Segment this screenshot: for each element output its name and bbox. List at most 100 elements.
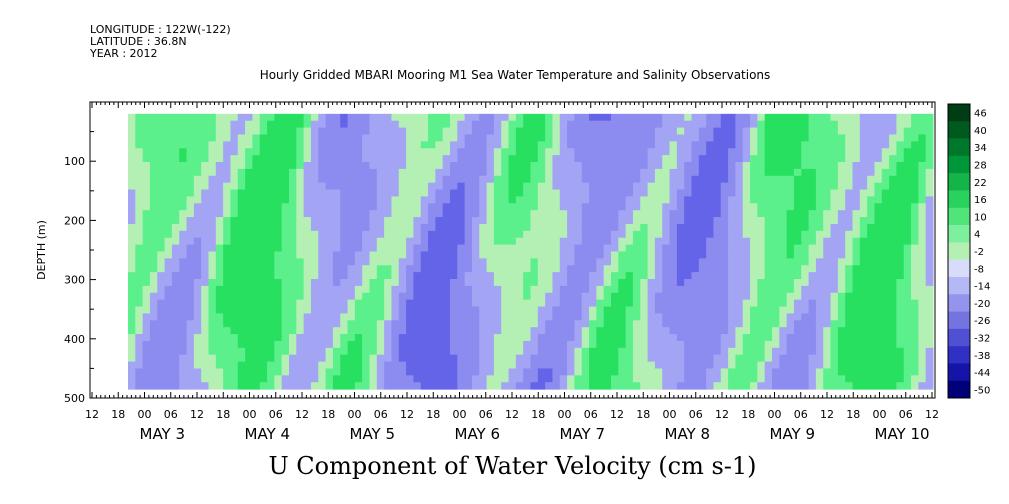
- heat-cell: [471, 340, 480, 349]
- heat-cell: [164, 313, 173, 321]
- heat-cell: [574, 189, 583, 197]
- heat-cell: [406, 244, 414, 252]
- heat-cell: [208, 113, 217, 122]
- heat-cell: [889, 285, 897, 294]
- heat-cell: [545, 306, 553, 314]
- heat-cell: [676, 320, 685, 328]
- heat-cell: [874, 155, 883, 163]
- heat-cell: [428, 327, 436, 335]
- heat-cell: [618, 120, 627, 129]
- heat-cell: [398, 313, 407, 321]
- heat-cell: [420, 127, 429, 135]
- heat-cell: [581, 285, 590, 294]
- heat-cell: [647, 162, 656, 170]
- heat-cell: [772, 272, 780, 280]
- heat-cell: [325, 196, 334, 204]
- heat-cell: [706, 113, 714, 122]
- heat-cell: [618, 347, 627, 356]
- heat-cell: [171, 175, 180, 184]
- heat-cell: [735, 313, 744, 321]
- heat-cell: [925, 237, 934, 246]
- heat-cell: [845, 120, 853, 129]
- heat-cell: [398, 223, 407, 232]
- heat-cell: [362, 285, 370, 294]
- heat-cell: [618, 127, 627, 135]
- heat-cell: [435, 354, 444, 363]
- heat-cell: [881, 347, 890, 356]
- heat-cell: [676, 272, 685, 280]
- heat-cell: [611, 223, 619, 232]
- heat-cell: [772, 292, 780, 301]
- heat-cell: [559, 134, 568, 142]
- heat-cell: [267, 141, 275, 149]
- heat-cell: [632, 168, 641, 177]
- heat-cell: [406, 155, 414, 163]
- heat-cell: [698, 148, 707, 156]
- heat-cell: [128, 244, 136, 252]
- heat-cell: [208, 285, 217, 294]
- heat-cell: [318, 251, 327, 259]
- heat-cell: [149, 217, 158, 225]
- heat-cell: [815, 306, 824, 314]
- heat-cell: [815, 292, 824, 301]
- heat-cell: [274, 313, 283, 321]
- heat-cell: [647, 210, 656, 218]
- heat-cell: [486, 168, 495, 177]
- heat-cell: [552, 320, 561, 328]
- heat-cell: [325, 382, 334, 390]
- heat-cell: [171, 354, 180, 363]
- heat-cell: [625, 113, 634, 122]
- heat-cell: [201, 120, 209, 129]
- heat-cell: [603, 210, 612, 218]
- heat-cell: [215, 340, 224, 349]
- heat-cell: [479, 375, 488, 383]
- heat-cell: [347, 203, 356, 211]
- heat-cell: [925, 375, 934, 383]
- heat-cell: [611, 258, 619, 266]
- heat-cell: [515, 182, 524, 191]
- heat-cell: [406, 141, 414, 149]
- heat-cell: [252, 120, 261, 129]
- heat-cell: [245, 237, 253, 246]
- heat-cell: [530, 175, 539, 184]
- heat-cell: [471, 223, 480, 232]
- heat-cell: [457, 299, 466, 308]
- heat-cell: [581, 237, 590, 246]
- heat-cell: [413, 141, 422, 149]
- heat-cell: [398, 162, 407, 170]
- heat-cell: [867, 306, 875, 314]
- heat-cell: [398, 340, 407, 349]
- heat-cell: [252, 217, 261, 225]
- heat-cell: [728, 334, 736, 342]
- heat-cell: [742, 134, 751, 142]
- heat-cell: [779, 285, 788, 294]
- heat-cell: [647, 134, 656, 142]
- heat-cell: [589, 347, 597, 356]
- heat-cell: [193, 334, 202, 342]
- heat-cell: [823, 155, 832, 163]
- heat-cell: [186, 210, 195, 218]
- heat-cell: [230, 162, 239, 170]
- heat-cell: [398, 382, 407, 390]
- heat-cell: [296, 244, 305, 252]
- heat-cell: [493, 340, 502, 349]
- heat-cell: [647, 382, 656, 390]
- heat-cell: [493, 375, 502, 383]
- heat-cell: [779, 148, 788, 156]
- heat-cell: [281, 375, 290, 383]
- heat-cell: [676, 285, 685, 294]
- heat-cell: [325, 141, 334, 149]
- heat-cell: [501, 292, 510, 301]
- heat-cell: [391, 279, 400, 287]
- heat-cell: [450, 196, 458, 204]
- heat-cell: [793, 340, 802, 349]
- heat-cell: [779, 265, 788, 273]
- heat-cell: [252, 155, 261, 163]
- heat-cell: [669, 258, 678, 266]
- heat-cell: [815, 127, 824, 135]
- x-day-label: MAY 9: [770, 425, 816, 443]
- heat-cell: [310, 189, 319, 197]
- heat-cell: [332, 244, 341, 252]
- heat-cell: [179, 189, 188, 197]
- heat-cell: [420, 279, 429, 287]
